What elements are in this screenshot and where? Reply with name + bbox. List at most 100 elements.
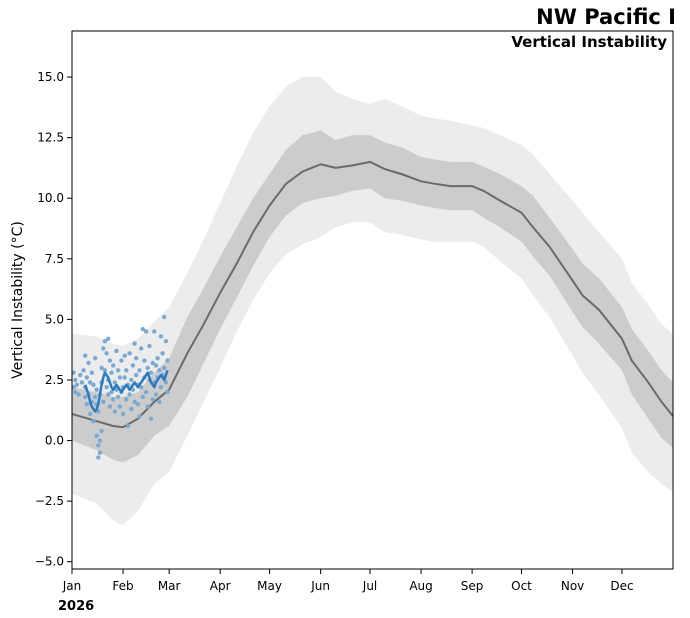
scatter-point [78,372,83,378]
climatology-mean-path [71,160,674,429]
scatter-point [124,397,129,402]
scatter-point [111,397,116,402]
scatter-point [92,394,98,400]
current-year-path [84,369,169,413]
scatter-point [120,411,126,417]
scatter-point [137,414,142,419]
scatter-point [132,399,137,404]
scatter-point [145,404,150,409]
scatter-point [134,356,139,361]
scatter-point [157,368,162,373]
scatter-point [73,389,78,395]
year-label: 2026 [58,599,94,614]
x-axis-ticks: Jan Feb Mar Apr May Jun Jul Aug Sep Oct Nov Dec [62,569,634,593]
x-tick-label: Nov [561,579,584,593]
scatter-point [122,353,127,358]
scatter-point [115,368,121,373]
y-tick-label: −2.5 [35,494,64,508]
scatter-point [73,377,78,383]
scatter-point [153,363,159,368]
chart-title: NW Pacific I [536,5,676,29]
scatter-point [117,404,123,409]
scatter-point [158,385,164,390]
x-tick-label: Jun [310,579,330,593]
scatter-point [99,428,104,434]
scatter-point [152,329,157,334]
scatter-point [135,402,141,407]
scatter-point [112,380,118,385]
scatter-point [107,358,113,363]
scatter-point [117,375,123,380]
scatter-point [102,368,108,373]
scatter-point [150,360,155,366]
scatter-point [101,399,106,404]
scatter-point [94,433,99,438]
scatter-point [76,392,81,397]
x-tick-label: Oct [511,579,532,593]
scatter-point [163,339,169,344]
scatter-point [165,389,170,395]
scatter-point [140,394,145,400]
scatter-point [87,380,93,385]
y-tick-label: −5.0 [35,555,64,569]
scatter-point [96,455,101,460]
x-tick-label: Apr [210,579,231,593]
y-tick-label: 15.0 [37,70,64,84]
scatter-point [140,326,145,332]
scatter-point [79,380,85,385]
scatter-point [74,382,80,387]
scatter-point [162,365,167,371]
scatter-point [142,358,147,363]
scatter-point [104,385,109,390]
scatter-point [147,343,152,349]
scatter-point [104,351,109,356]
plot-frame [71,30,674,570]
scatter-point [97,450,103,455]
scatter-point [165,358,170,363]
scatter-point [129,377,134,383]
climatology-bands [72,77,673,526]
scatter-point [155,356,160,361]
scatter-point [148,416,154,421]
x-tick-label: Jan [62,579,82,593]
scatter-point [86,360,91,366]
scatter-point [101,346,106,351]
observation-scatter [71,314,170,460]
y-tick-label: 2.5 [45,373,64,387]
scatter-point [143,389,149,395]
scatter-point [81,368,86,373]
y-tick-label: 5.0 [45,312,64,326]
scatter-point [158,334,164,339]
x-tick-label: Dec [610,579,633,593]
scatter-point [150,397,155,402]
scatter-point [83,353,88,358]
scatter-point [107,404,113,409]
x-tick-label: Aug [409,579,432,593]
y-tick-label: 12.5 [37,131,64,145]
scatter-point [109,389,114,395]
scatter-point [89,370,95,375]
scatter-point [143,329,149,334]
scatter-point [84,375,90,380]
x-tick-label: Sep [461,579,484,593]
y-axis-label: Vertical Instability (°C) [10,221,26,379]
scatter-point [114,348,119,354]
scatter-point [162,314,167,320]
y-tick-label: 0.0 [45,434,64,448]
current-year-line [84,369,169,413]
scatter-point [132,341,137,346]
scatter-point [125,423,131,429]
x-tick-label: Jul [362,579,377,593]
scatter-point [129,406,134,412]
scatter-point [97,438,103,443]
scatter-point [127,351,132,356]
scatter-point [139,346,144,351]
scatter-point [96,443,101,448]
scatter-point [163,380,169,385]
scatter-point [112,409,118,414]
scatter-point [87,411,93,417]
scatter-point [157,399,162,404]
scatter-point [130,363,136,368]
y-tick-label: 10.0 [37,191,64,205]
